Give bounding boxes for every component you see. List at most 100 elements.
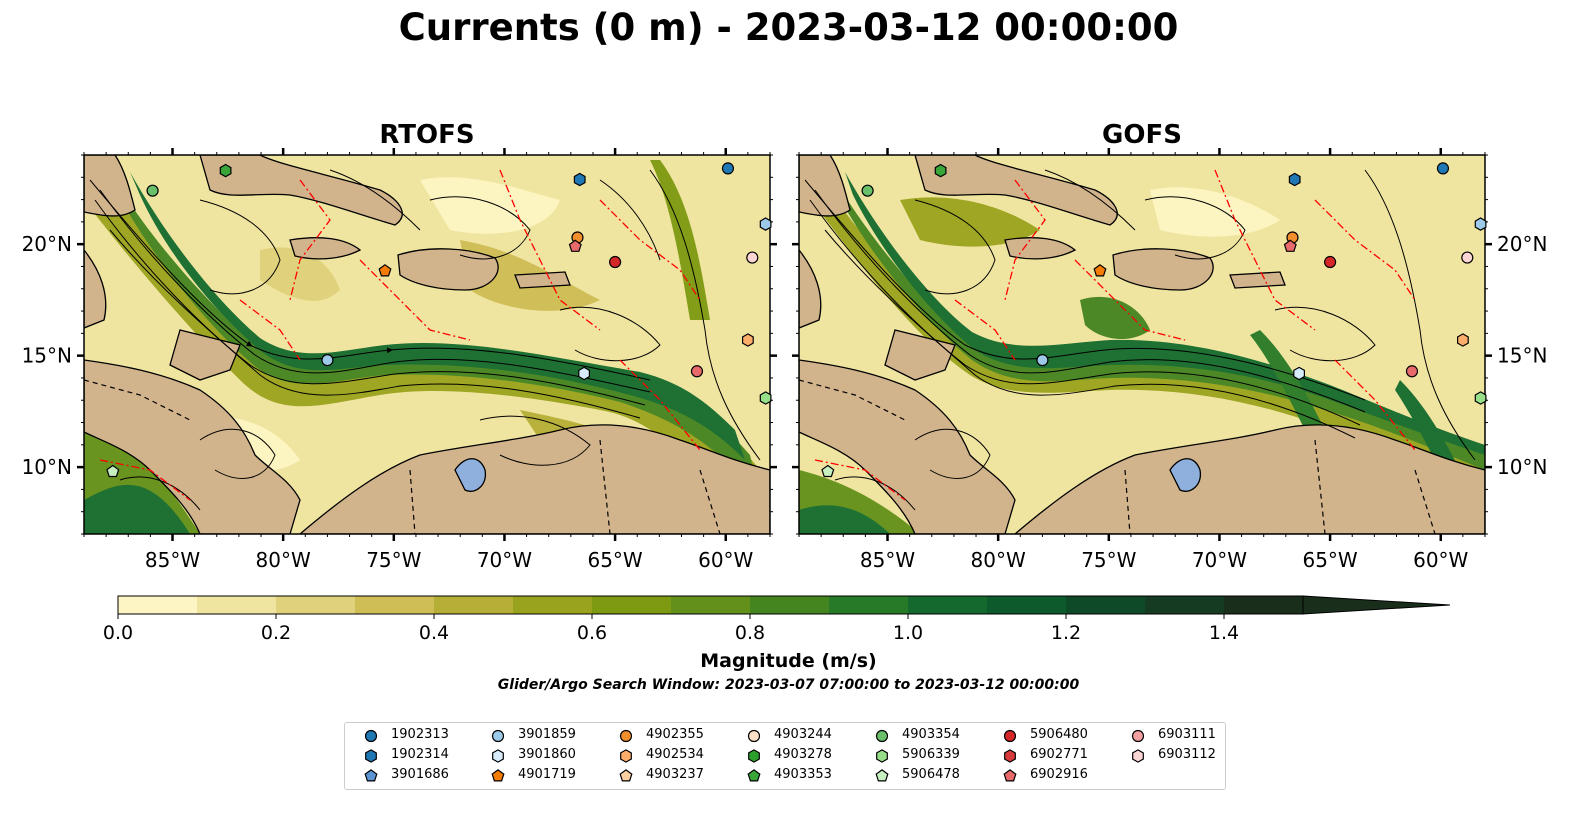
lat-tick-label: 20°N (22, 232, 72, 256)
float-marker-3901859 (1036, 354, 1049, 367)
lat-tick-label: 15°N (22, 344, 72, 368)
colorbar-tick-label: 1.0 (893, 622, 923, 644)
colorbar-tick-label: 0.4 (419, 622, 449, 644)
float-marker-1902313 (721, 162, 735, 175)
colorbar-tick-label: 1.2 (1051, 622, 1081, 644)
map-figure: 85°W 80°W 75°W 70°W 65°W 60°W 20°N 15°N 10°N (22, 148, 1547, 572)
colorbar-tick-label: 0.8 (735, 622, 765, 644)
float-marker-5906480 (608, 255, 622, 269)
colorbar: 0.0 0.2 0.4 0.6 0.8 1.0 1.2 1.4 (103, 595, 1451, 644)
lon-tick-label: 80°W (971, 548, 1026, 572)
colorbar-segment (513, 596, 593, 614)
legend-marker-4901719 (491, 769, 505, 782)
float-marker-1902314 (573, 172, 586, 187)
float-marker-4903354 (861, 184, 874, 197)
map-frame (798, 154, 1486, 535)
legend-circle-marker (1003, 729, 1017, 743)
axis-ticks-gofs: 85°W 80°W 75°W 70°W 65°W 60°W 20°N 15°N 10°N (792, 148, 1547, 572)
legend-label: 5906339 (902, 747, 960, 762)
legend-circle-marker (875, 729, 889, 743)
float-marker-4901719 (378, 264, 392, 277)
float-marker-4903237 (742, 333, 754, 347)
colorbar-segment (434, 596, 514, 614)
colorbar-segment (1224, 596, 1304, 614)
lon-tick-label: 75°W (1081, 548, 1136, 572)
float-marker-3901860 (1293, 366, 1305, 381)
float-marker-5906478 (821, 464, 835, 478)
colorbar-tick-label: 0.0 (103, 622, 133, 644)
colorbar-segment (197, 596, 277, 614)
colorbar-extend-arrow (1302, 595, 1451, 615)
float-marker-5906478 (106, 464, 120, 478)
colorbar-ticks: 0.0 0.2 0.4 0.6 0.8 1.0 1.2 1.4 (103, 614, 1239, 644)
legend-label: 6902916 (1030, 767, 1088, 782)
streamlines (804, 169, 1476, 511)
colorbar-segment (592, 596, 672, 614)
legend-hexagon-marker (365, 749, 377, 763)
map-panel-gofs: 85°W 80°W 75°W 70°W 65°W 60°W 20°N 15°N 10°N (792, 148, 1547, 572)
colorbar-segments (117, 595, 1451, 615)
colorbar-segment (908, 596, 988, 614)
lon-tick-label: 60°W (698, 548, 753, 572)
float-marker-3901860 (759, 217, 772, 231)
lon-tick-label: 65°W (587, 548, 642, 572)
legend-label: 3901859 (518, 727, 576, 742)
float-marker-3901860 (1474, 217, 1487, 231)
legend-label: 5906480 (1030, 727, 1088, 742)
legend-pentagon-marker (364, 769, 378, 782)
legend-label: 4902534 (646, 747, 704, 762)
marker-layer-rtofs (106, 162, 772, 478)
float-marker-4903353 (934, 163, 947, 178)
legend-label: 6903112 (1158, 747, 1216, 762)
legend-circle-marker (364, 729, 378, 743)
colorbar-segment (118, 596, 198, 614)
legend-label: 3901860 (518, 747, 576, 762)
float-marker-6902916 (1405, 365, 1419, 378)
float-marker-6902916 (690, 365, 704, 378)
float-legend: 1902313 1902314 3901686 3901859 3901860 49017… (344, 722, 1226, 790)
legend-marker-6903112 (1132, 749, 1144, 763)
legend-pentagon-marker (491, 769, 505, 782)
lat-tick-label: 15°N (1497, 344, 1547, 368)
marker-layer-gofs (821, 162, 1487, 478)
legend-pentagon-marker (1003, 769, 1017, 782)
legend-marker-5906339 (876, 749, 888, 763)
legend-label: 3901686 (391, 767, 449, 782)
political-borders (799, 379, 1436, 534)
legend-label: 4902355 (646, 727, 704, 742)
float-marker-4903353 (219, 163, 232, 178)
panel-title-gofs: GOFS (1102, 120, 1182, 150)
political-borders (84, 379, 721, 534)
colorbar-tick-label: 0.2 (261, 622, 291, 644)
legend-label: 1902314 (391, 747, 449, 762)
map-panel-rtofs: 85°W 80°W 75°W 70°W 65°W 60°W 20°N 15°N 10°N (22, 148, 777, 572)
legend-marker-5906478 (875, 769, 889, 782)
legend-label: 4903353 (774, 767, 832, 782)
float-marker-6903111 (568, 239, 582, 252)
panel-title-rtofs: RTOFS (379, 120, 475, 150)
legend-marker-4903237 (619, 769, 633, 782)
lon-tick-label: 70°W (477, 548, 532, 572)
legend-label: 6903111 (1158, 727, 1216, 742)
legend-marker-4903354 (875, 729, 889, 743)
legend-label: 4903237 (646, 767, 704, 782)
colorbar-segment (671, 596, 751, 614)
float-marker-3901860 (578, 366, 590, 381)
lon-tick-label: 65°W (1302, 548, 1357, 572)
legend-marker-4903278 (748, 749, 760, 763)
lat-tick-label: 10°N (1497, 455, 1547, 479)
land (84, 155, 770, 534)
float-marker-6903111 (1283, 239, 1297, 252)
legend-hexagon-marker (1004, 749, 1016, 763)
figure-title: Currents (0 m) - 2023-03-12 00:00:00 (398, 6, 1179, 49)
lat-tick-label: 20°N (1497, 232, 1547, 256)
float-marker-4901719 (1093, 264, 1107, 277)
float-marker-6903112 (746, 251, 759, 264)
legend-label: 4901719 (518, 767, 576, 782)
float-marker-6903112 (1461, 251, 1474, 264)
colorbar-tick-label: 0.6 (577, 622, 607, 644)
legend-marker-4902355 (619, 729, 633, 743)
legend-circle-marker (491, 729, 505, 743)
float-marker-4903354 (146, 184, 159, 197)
legend-label: 5906478 (902, 767, 960, 782)
